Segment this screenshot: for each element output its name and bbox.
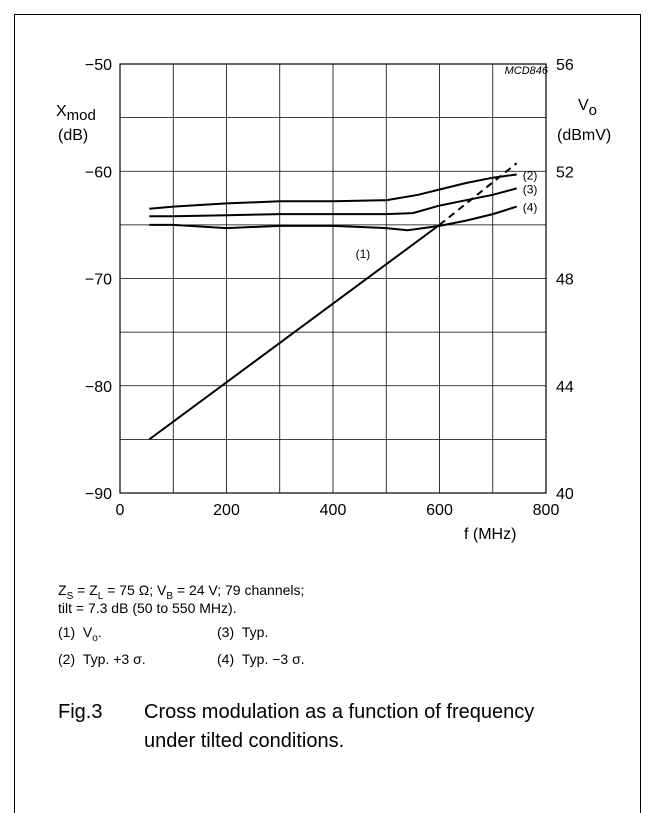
chart-grid (120, 64, 546, 493)
x-tick-label: 200 (213, 502, 240, 519)
right-tick-label: 48 (556, 272, 574, 289)
series-2-label: (2) (523, 168, 538, 182)
conditions-line-2: tilt = 7.3 dB (50 to 550 MHz). (58, 600, 237, 616)
series-1-line-dashed (438, 162, 518, 226)
left-tick-label: −90 (85, 486, 112, 503)
right-axis-ticks: 40 44 48 52 56 (556, 57, 574, 503)
legend-item-4: (4) Typ. −3 σ. (217, 651, 305, 667)
series-2-line (149, 173, 517, 210)
right-axis-label-main: V (578, 97, 589, 114)
x-axis-label: f (MHz) (464, 526, 516, 543)
left-axis-label-sub: mod (67, 107, 96, 124)
left-axis-label-main: X (56, 103, 67, 120)
x-axis-ticks: 0 200 400 600 800 (116, 502, 560, 519)
right-axis-unit: (dBmV) (557, 127, 611, 144)
right-tick-label: 52 (556, 164, 574, 181)
figure-number: Fig.3 (58, 701, 103, 723)
left-axis-label: Xmod (56, 103, 96, 124)
legend-item-1: (1) Vo. (58, 624, 102, 644)
figure-caption-text: Cross modulation as a function of freque… (144, 701, 535, 752)
left-axis-ticks: −90 −80 −70 −60 −50 (85, 57, 112, 503)
left-tick-label: −70 (85, 272, 112, 289)
legend-item-2: (2) Typ. +3 σ. (58, 651, 146, 667)
right-axis-label: Vo (578, 97, 597, 119)
left-axis-unit: (dB) (58, 127, 88, 144)
conditions-line-1: ZS = ZL = 75 Ω; VB = 24 V; 79 channels; (58, 582, 305, 602)
x-tick-label: 0 (116, 502, 125, 519)
series-group: (1) (2)(3) (4) (148, 162, 538, 441)
legend-item-3: (3) Typ. (217, 624, 269, 640)
series-1-label: (1) (356, 247, 371, 261)
series-3-label: (3) (523, 182, 538, 196)
left-tick-label: −80 (85, 379, 112, 396)
right-tick-label: 40 (556, 486, 574, 503)
x-tick-label: 800 (533, 502, 560, 519)
series-4-line (149, 205, 517, 232)
figure-frame (14, 14, 641, 813)
chart-code: MCD846 (505, 65, 549, 77)
x-tick-label: 600 (426, 502, 453, 519)
series-3-line (149, 187, 517, 218)
left-tick-label: −60 (85, 164, 112, 181)
series-1-line-solid (148, 224, 441, 441)
right-axis-label-sub: o (589, 102, 597, 119)
x-tick-label: 400 (320, 502, 347, 519)
left-tick-label: −50 (85, 57, 112, 74)
right-tick-label: 56 (556, 57, 574, 74)
plot-border (119, 63, 547, 494)
series-4-label: (4) (523, 201, 538, 215)
right-tick-label: 44 (556, 379, 574, 396)
